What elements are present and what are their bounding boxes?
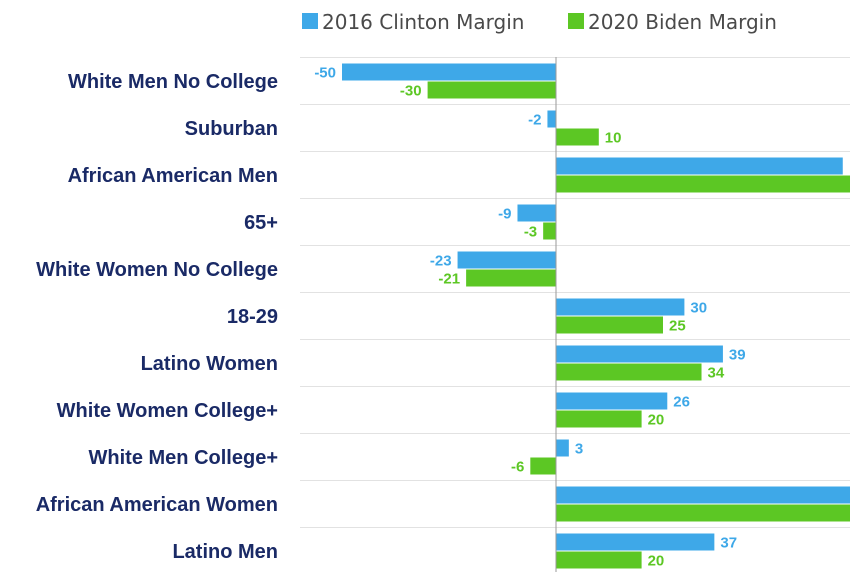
value-label: 10	[605, 130, 622, 147]
category-label: White Women College+	[57, 400, 278, 422]
category-label: Latino Women	[141, 353, 278, 375]
legend: 2016 Clinton Margin 2020 Biden Margin	[302, 10, 777, 34]
bar-biden-2020	[556, 363, 702, 381]
value-label: 25	[669, 318, 686, 335]
bar-clinton-2016	[556, 392, 668, 410]
bar-clinton-2016	[556, 486, 850, 504]
value-label: 39	[729, 347, 746, 364]
bar-clinton-2016	[457, 251, 556, 269]
category-label: African American Women	[36, 494, 278, 516]
value-label: -6	[511, 459, 524, 476]
bar-biden-2020	[427, 81, 556, 99]
gridlines	[300, 57, 850, 528]
category-label: Latino Men	[172, 541, 278, 563]
legend-swatch-biden	[568, 13, 584, 29]
category-label: Suburban	[185, 118, 278, 140]
bar-clinton-2016	[517, 204, 556, 222]
value-label: -30	[400, 83, 422, 100]
value-label: 30	[690, 300, 707, 317]
bar-biden-2020	[466, 269, 556, 287]
bar-biden-2020	[556, 551, 642, 569]
value-label: 3	[575, 441, 583, 458]
value-label: 26	[673, 394, 690, 411]
category-label: 18-29	[227, 306, 278, 328]
category-label: White Women No College	[36, 259, 278, 281]
value-label: 20	[648, 553, 665, 570]
bar-biden-2020	[556, 175, 850, 193]
bars	[342, 63, 850, 569]
category-label: White Men College+	[89, 447, 278, 469]
legend-label-biden: 2020 Biden Margin	[588, 10, 777, 34]
value-label: -50	[314, 65, 336, 82]
bar-clinton-2016	[547, 110, 556, 128]
bar-biden-2020	[556, 128, 599, 146]
value-label: 20	[648, 412, 665, 429]
value-label: -23	[430, 253, 452, 270]
bar-clinton-2016	[556, 533, 715, 551]
bar-clinton-2016	[556, 345, 723, 363]
bar-biden-2020	[556, 316, 663, 334]
value-label: 37	[720, 535, 737, 552]
bar-biden-2020	[543, 222, 556, 240]
category-label: 65+	[244, 212, 278, 234]
legend-swatch-clinton	[302, 13, 318, 29]
bar-clinton-2016	[342, 63, 556, 81]
bar-biden-2020	[556, 504, 850, 522]
category-label: African American Men	[68, 165, 278, 187]
bar-clinton-2016	[556, 298, 685, 316]
value-label: -2	[528, 112, 541, 129]
value-label: 34	[708, 365, 725, 382]
bar-clinton-2016	[556, 157, 843, 175]
legend-label-clinton: 2016 Clinton Margin	[322, 10, 524, 34]
category-label: White Men No College	[68, 71, 278, 93]
value-label: -3	[524, 224, 537, 241]
bar-biden-2020	[556, 410, 642, 428]
bar-biden-2020	[530, 457, 556, 475]
value-label: -21	[438, 271, 460, 288]
bar-clinton-2016	[556, 439, 569, 457]
category-labels: White Men No College Suburban African Amer…	[36, 71, 278, 563]
value-label: -9	[498, 206, 511, 223]
